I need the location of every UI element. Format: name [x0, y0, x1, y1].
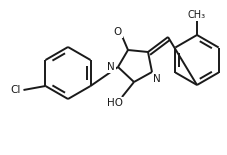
Text: CH₃: CH₃ — [188, 10, 206, 20]
Text: N: N — [107, 62, 115, 72]
Text: N: N — [153, 74, 161, 84]
Text: Cl: Cl — [10, 85, 21, 95]
Text: HO: HO — [107, 98, 123, 108]
Text: O: O — [114, 27, 122, 37]
